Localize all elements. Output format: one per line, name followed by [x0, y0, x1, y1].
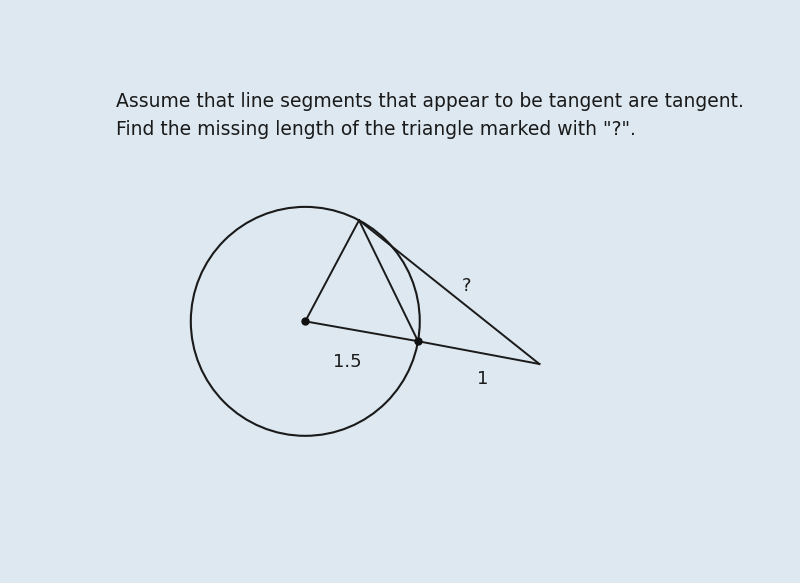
Text: Find the missing length of the triangle marked with "?".: Find the missing length of the triangle …: [116, 120, 636, 139]
Text: 1: 1: [477, 370, 488, 388]
Text: 1.5: 1.5: [334, 353, 362, 371]
Text: Assume that line segments that appear to be tangent are tangent.: Assume that line segments that appear to…: [116, 92, 744, 111]
Text: ?: ?: [462, 277, 471, 295]
